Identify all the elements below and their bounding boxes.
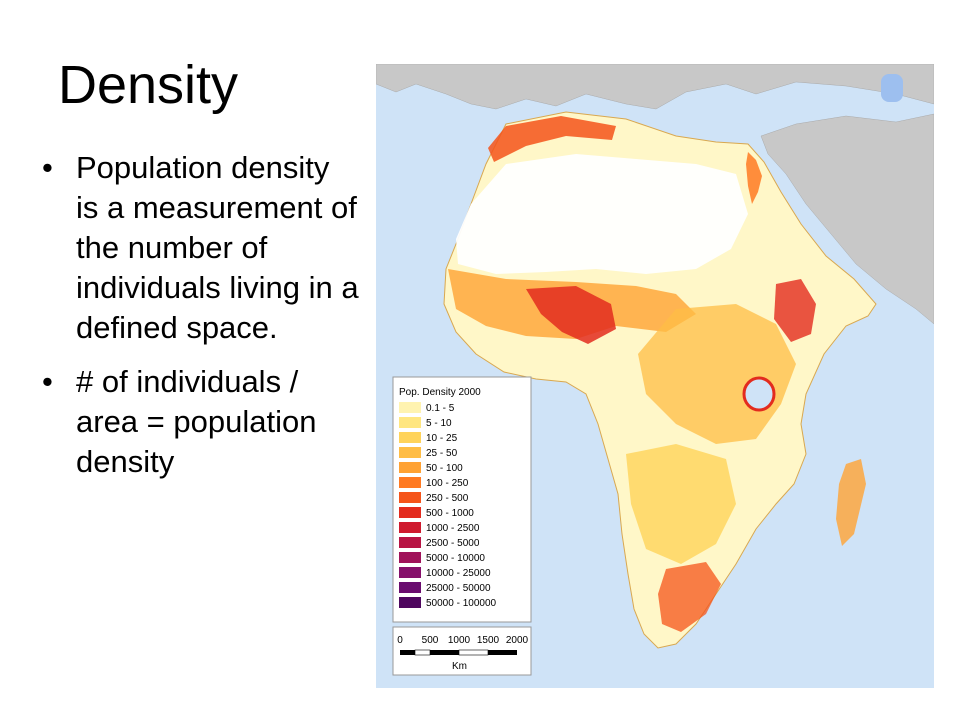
legend-swatch: [399, 402, 421, 413]
legend-label: 10000 - 25000: [426, 568, 491, 579]
bullet-dot-icon: •: [42, 364, 53, 399]
bullet-definition: • Population density is a measurement of…: [40, 148, 360, 348]
legend-swatch: [399, 552, 421, 563]
legend-swatch: [399, 522, 421, 533]
legend-swatch: [399, 417, 421, 428]
scale-tick-label: 500: [422, 635, 439, 646]
scale-tick-label: 0: [397, 635, 403, 646]
slide-title: Density: [58, 55, 239, 115]
scale-tick-label: 1500: [477, 635, 500, 646]
legend-label: 25 - 50: [426, 448, 458, 459]
density-hotspots: [448, 116, 866, 632]
legend-swatch: [399, 462, 421, 473]
legend-swatch: [399, 492, 421, 503]
legend-swatch: [399, 582, 421, 593]
legend-swatch: [399, 477, 421, 488]
bullet-formula: • # of individuals / area = population d…: [40, 362, 360, 482]
sahara-sparse-region: [456, 154, 748, 274]
bullet-text: Population density is a measurement of t…: [76, 150, 359, 345]
middle-east-landmass: [760, 113, 934, 325]
bullet-list: • Population density is a measurement of…: [40, 148, 360, 496]
scale-unit-label: Km: [452, 661, 467, 672]
map-legend: Pop. Density 2000 0.1 - 5 5 - 10 10 - 25 25…: [392, 376, 532, 623]
scale-bar: 0 500 1000 1500 2000 Km: [392, 626, 532, 676]
legend-title: Pop. Density 2000: [399, 387, 481, 398]
legend-swatch: [399, 537, 421, 548]
legend-label: 250 - 500: [426, 493, 469, 504]
bullet-text: # of individuals / area = population den…: [76, 364, 317, 479]
scale-bar-segment: [430, 650, 459, 655]
scale-bar-segment: [400, 650, 415, 655]
legend-swatch: [399, 432, 421, 443]
legend-label: 25000 - 50000: [426, 583, 491, 594]
legend-label: 5 - 10: [426, 418, 452, 429]
scale-bar-segment: [458, 649, 489, 656]
legend-label: 50 - 100: [426, 463, 463, 474]
caspian-sea: [881, 74, 903, 102]
legend-label: 50000 - 100000: [426, 598, 497, 609]
legend-label: 500 - 1000: [426, 508, 474, 519]
scale-tick-label: 1000: [448, 635, 471, 646]
bullet-dot-icon: •: [42, 150, 53, 185]
legend-swatch: [399, 447, 421, 458]
legend-swatch: [399, 567, 421, 578]
legend-label: 5000 - 10000: [426, 553, 485, 564]
legend-label: 2500 - 5000: [426, 538, 480, 549]
europe-landmass: [376, 64, 934, 110]
legend-label: 10 - 25: [426, 433, 458, 444]
africa-population-density-map: Pop. Density 2000 0.1 - 5 5 - 10 10 - 25 25…: [376, 64, 934, 688]
legend-label: 0.1 - 5: [426, 403, 455, 414]
legend-swatch: [399, 507, 421, 518]
scale-tick-label: 2000: [506, 635, 529, 646]
legend-label: 1000 - 2500: [426, 523, 480, 534]
legend-label: 100 - 250: [426, 478, 469, 489]
scale-bar-segment: [488, 650, 517, 655]
red-sea: [764, 159, 854, 279]
legend-swatch: [399, 597, 421, 608]
scale-bar-segment: [414, 649, 431, 656]
